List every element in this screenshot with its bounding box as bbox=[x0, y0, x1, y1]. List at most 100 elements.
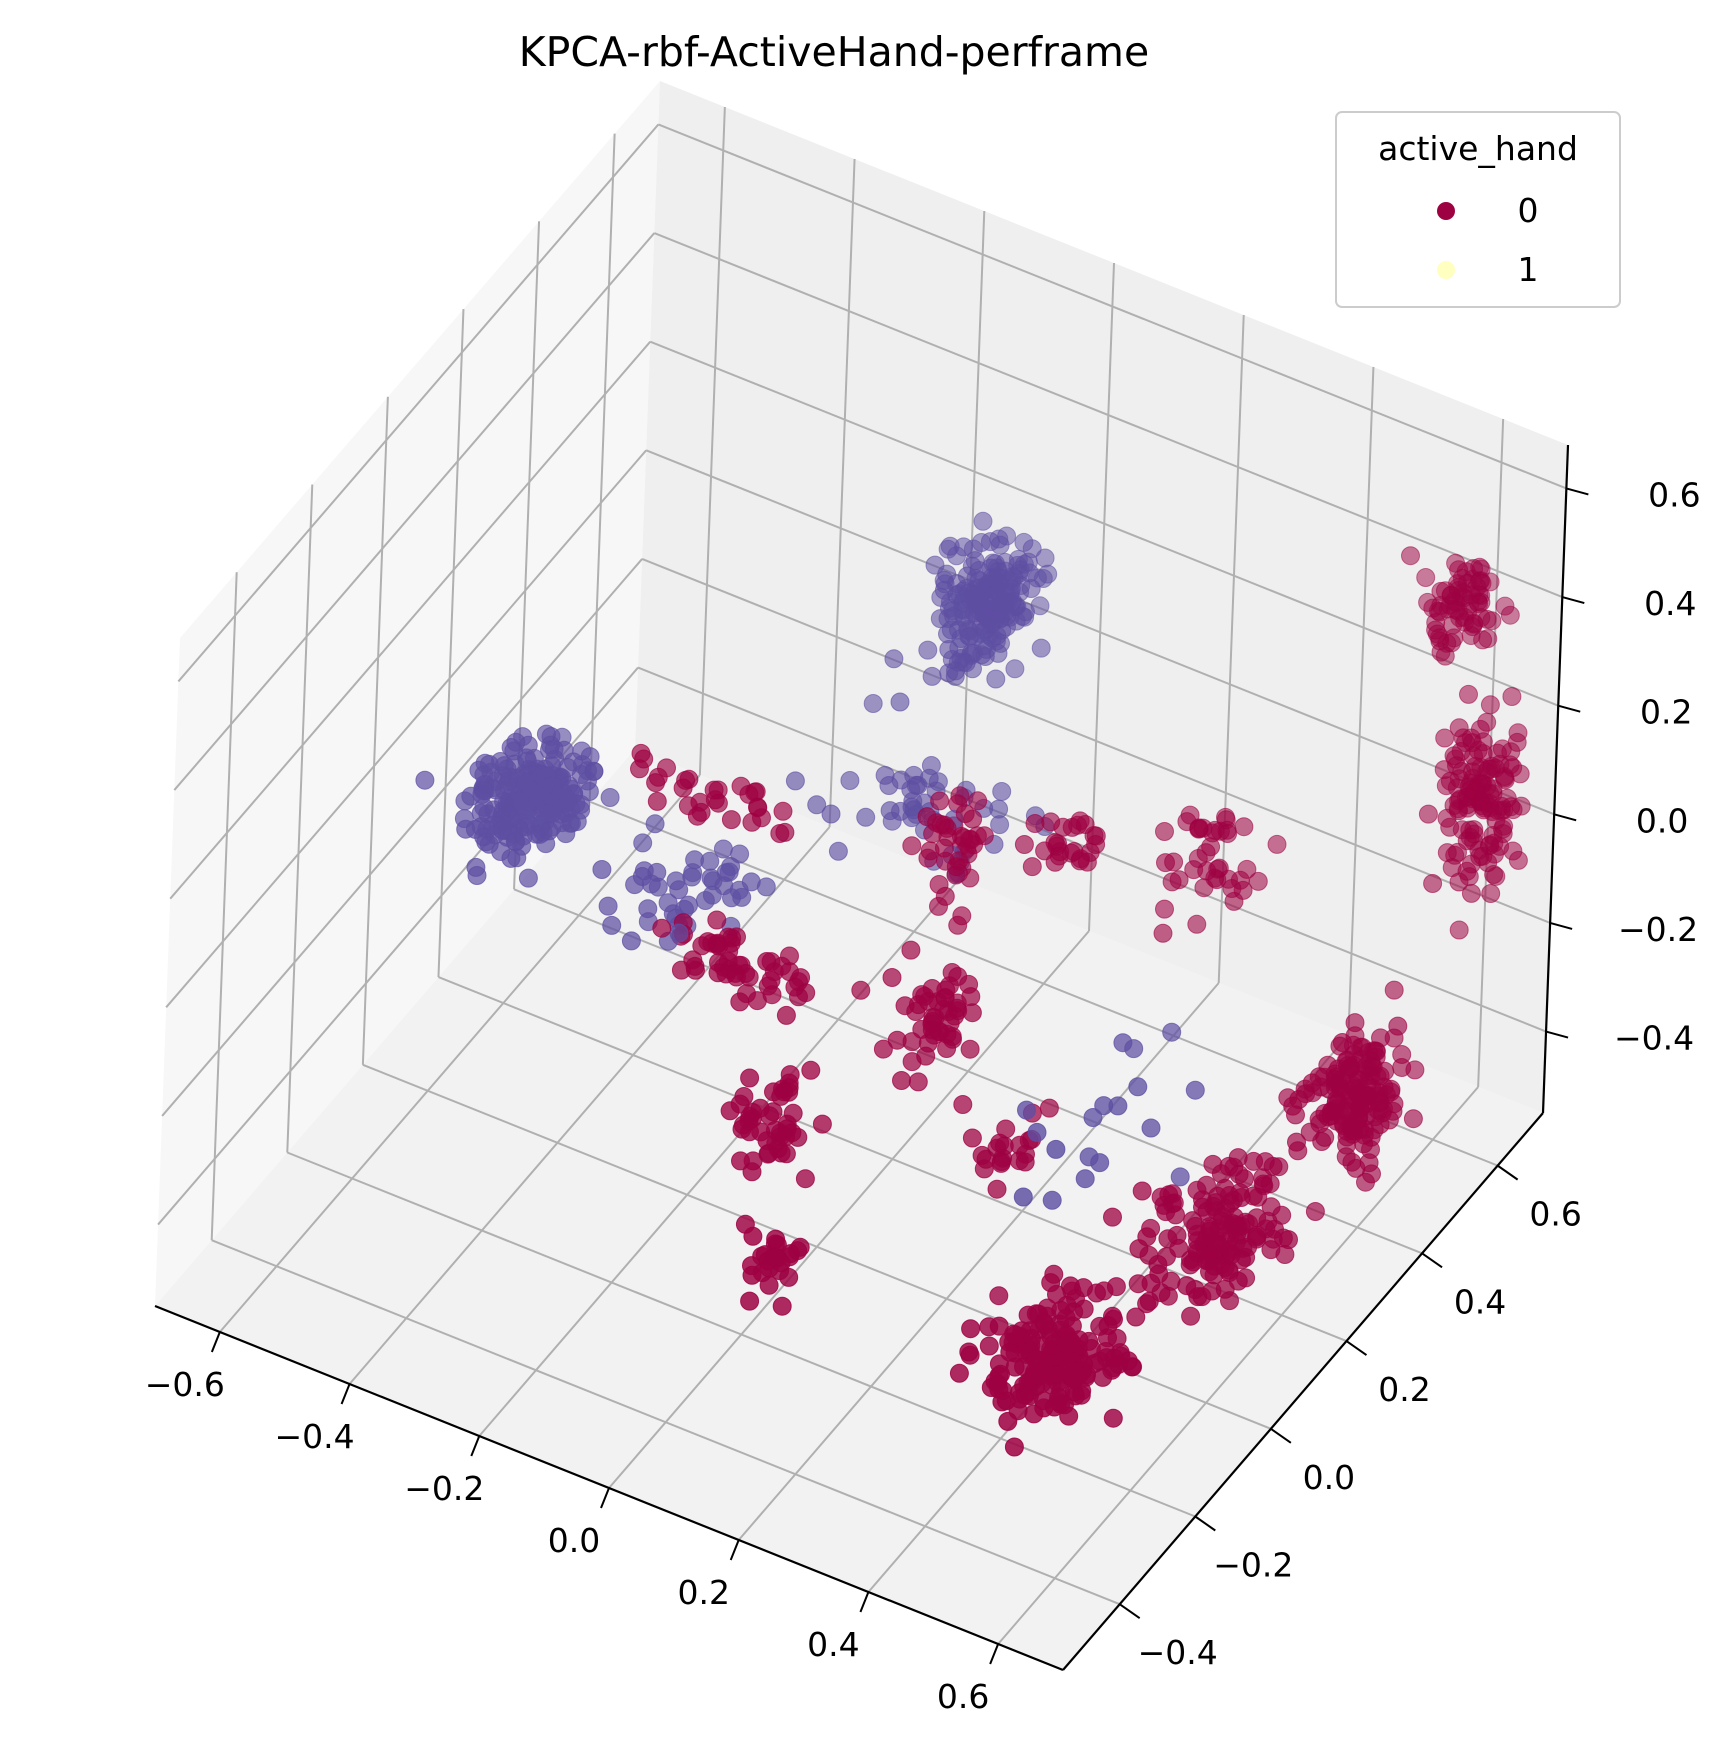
data-point-series-0 bbox=[901, 940, 921, 960]
data-point-series-0 bbox=[812, 1114, 832, 1134]
data-point-series-0 bbox=[742, 1265, 762, 1285]
data-point-series-0 bbox=[731, 1151, 750, 1171]
data-point-series-1 bbox=[922, 666, 942, 686]
data-point-series-0 bbox=[780, 1065, 800, 1085]
data-point-series-0 bbox=[961, 1319, 981, 1339]
data-point-series-1 bbox=[937, 564, 957, 584]
data-point-series-1 bbox=[563, 752, 583, 772]
data-point-series-1 bbox=[992, 620, 1012, 640]
data-point-series-1 bbox=[1013, 1187, 1033, 1207]
grid-line-z bbox=[658, 123, 1567, 490]
data-point-series-0 bbox=[1153, 923, 1173, 943]
data-point-series-1 bbox=[918, 640, 938, 660]
grid-line-y bbox=[210, 572, 238, 1241]
data-point-series-0 bbox=[1059, 1406, 1079, 1426]
data-point-series-0 bbox=[1508, 723, 1528, 743]
data-point-series-1 bbox=[992, 782, 1012, 801]
data-point-series-0 bbox=[720, 1101, 740, 1121]
data-point-series-0 bbox=[1004, 1437, 1024, 1457]
data-point-series-1 bbox=[415, 770, 435, 790]
legend-title: active_hand bbox=[1378, 129, 1578, 168]
data-point-series-1 bbox=[840, 771, 860, 790]
data-point-series-1 bbox=[1075, 1169, 1095, 1189]
data-point-series-0 bbox=[1334, 1116, 1354, 1136]
data-point-series-0 bbox=[1283, 1096, 1303, 1116]
data-point-series-1 bbox=[571, 800, 591, 820]
data-point-series-0 bbox=[1449, 920, 1469, 940]
z-tick bbox=[1553, 813, 1577, 822]
data-point-series-0 bbox=[721, 810, 741, 830]
x-tick-label: 0.4 bbox=[807, 1625, 859, 1664]
data-point-series-1 bbox=[863, 694, 883, 713]
z-tick-label: 0.4 bbox=[1644, 584, 1696, 623]
x-tick bbox=[989, 1643, 1000, 1665]
data-point-series-1 bbox=[1113, 1033, 1133, 1053]
grid-line-x bbox=[348, 826, 831, 1385]
data-point-series-1 bbox=[539, 821, 559, 841]
data-point-series-0 bbox=[765, 1247, 785, 1267]
data-point-series-0 bbox=[1155, 822, 1174, 841]
data-point-series-0 bbox=[887, 1030, 907, 1050]
data-point-series-1 bbox=[828, 841, 848, 861]
y-axis-line bbox=[1062, 1112, 1544, 1671]
data-point-series-0 bbox=[1263, 1156, 1283, 1176]
data-point-series-0 bbox=[646, 773, 666, 793]
data-point-series-0 bbox=[996, 1391, 1016, 1411]
data-point-series-1 bbox=[485, 825, 505, 845]
x-tick bbox=[340, 1383, 351, 1405]
data-point-series-0 bbox=[740, 1291, 760, 1311]
data-point-series-0 bbox=[962, 1128, 982, 1148]
data-point-series-0 bbox=[1183, 1252, 1203, 1272]
x-tick bbox=[859, 1591, 870, 1613]
legend-frame bbox=[1335, 111, 1621, 308]
data-point-series-1 bbox=[556, 824, 576, 844]
data-point-series-0 bbox=[950, 786, 970, 806]
data-point-series-0 bbox=[751, 1122, 771, 1142]
data-point-series-0 bbox=[1139, 1291, 1159, 1311]
data-point-series-1 bbox=[890, 692, 910, 712]
data-point-series-0 bbox=[1030, 1366, 1050, 1386]
data-point-series-0 bbox=[1501, 797, 1521, 817]
data-point-series-1 bbox=[1008, 549, 1028, 569]
data-point-series-0 bbox=[740, 1068, 760, 1088]
data-point-series-1 bbox=[940, 536, 960, 556]
data-point-series-0 bbox=[1483, 826, 1503, 845]
data-point-series-1 bbox=[505, 832, 525, 851]
data-point-series-1 bbox=[501, 808, 521, 828]
data-point-series-1 bbox=[501, 848, 521, 868]
data-point-series-0 bbox=[1473, 630, 1493, 650]
data-point-series-0 bbox=[1345, 1013, 1365, 1033]
data-point-series-1 bbox=[539, 803, 559, 823]
data-point-series-0 bbox=[1331, 1070, 1351, 1090]
data-point-series-1 bbox=[821, 804, 841, 824]
data-point-series-0 bbox=[1446, 600, 1466, 620]
data-point-series-0 bbox=[1384, 980, 1404, 1000]
data-point-series-1 bbox=[632, 867, 652, 886]
data-point-series-0 bbox=[979, 1336, 999, 1356]
data-point-series-0 bbox=[989, 1316, 1009, 1336]
data-point-series-0 bbox=[930, 1022, 950, 1042]
grid-line-y bbox=[437, 309, 465, 978]
data-point-series-0 bbox=[1162, 1194, 1182, 1214]
data-point-series-1 bbox=[506, 732, 526, 752]
chart-title: KPCA-rbf-ActiveHand-perframe bbox=[519, 28, 1149, 76]
z-tick bbox=[1549, 921, 1573, 930]
x-tick bbox=[729, 1539, 740, 1561]
data-point-series-0 bbox=[1234, 817, 1254, 837]
data-point-series-1 bbox=[701, 868, 721, 888]
data-point-series-0 bbox=[795, 1169, 815, 1189]
data-point-series-0 bbox=[1169, 1238, 1189, 1258]
data-point-series-0 bbox=[1464, 746, 1483, 766]
data-point-series-1 bbox=[497, 775, 517, 795]
data-point-series-1 bbox=[880, 801, 900, 821]
data-point-series-0 bbox=[968, 791, 988, 811]
data-point-series-0 bbox=[1039, 1098, 1059, 1118]
grid-line-y bbox=[211, 1239, 1121, 1606]
data-point-series-1 bbox=[930, 609, 950, 629]
data-point-series-1 bbox=[856, 807, 876, 827]
data-point-series-0 bbox=[1106, 1277, 1126, 1297]
data-point-series-0 bbox=[1228, 1148, 1248, 1168]
data-point-series-0 bbox=[776, 1127, 796, 1147]
data-point-series-1 bbox=[1001, 579, 1021, 599]
data-point-series-0 bbox=[916, 1046, 936, 1066]
